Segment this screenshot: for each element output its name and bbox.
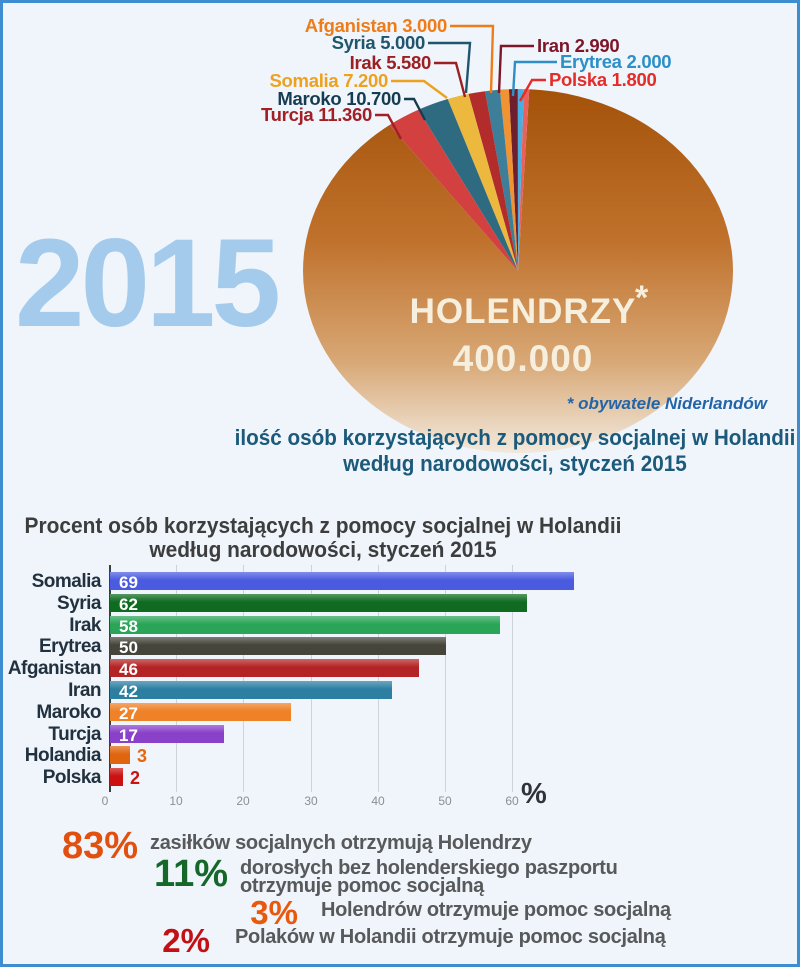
bar-value-erytrea: 50	[119, 638, 138, 658]
stat-text-2pct: Polaków w Holandii otrzymuje pomoc socja…	[235, 926, 666, 948]
stat-text-line: dorosłych bez holenderskiego paszportu	[240, 857, 618, 879]
pie-label-erytrea: Erytrea 2.000	[560, 51, 671, 72]
bar-label-iran: Iran	[68, 680, 101, 701]
bar-label-erytrea: Erytrea	[39, 636, 102, 658]
bar-polska	[110, 768, 123, 787]
bar-label-maroko: Maroko	[36, 701, 101, 723]
pie-caption: ilość osób korzystających z pomocy socja…	[233, 425, 797, 477]
axis-tick-10: 10	[169, 794, 183, 808]
bar-value-afganistan: 46	[119, 660, 138, 680]
axis-tick-0: 0	[101, 794, 109, 808]
stat-text-3pct: Holendrów otrzymuje pomoc socjalną	[321, 899, 671, 921]
bar-gridline-60	[512, 565, 513, 792]
pie-leader-afganistan	[450, 24, 495, 94]
bar-gridline-50	[445, 565, 446, 792]
pie-caption-line2: według narodowości, styczeń 2015	[343, 451, 687, 476]
bar-value-irak: 58	[119, 616, 138, 636]
bar-value-turcja: 17	[119, 725, 138, 745]
axis-tick-50: 50	[438, 794, 452, 808]
stat-text-line: Holendrów otrzymuje pomoc socjalną	[321, 899, 671, 921]
stat-number-2pct: 2%	[162, 922, 210, 959]
pie-footnote: * obywatele Niderlandów	[566, 394, 767, 413]
year-label: 2015	[15, 214, 281, 353]
pie-label-afganistan: Afganistan 3.000	[305, 15, 447, 36]
bar-syria	[110, 593, 527, 612]
pie-label-somalia: Somalia 7.200	[270, 70, 388, 91]
pie-slice-maroko	[418, 99, 518, 271]
bar-value-holandia: 3	[137, 746, 148, 767]
bar-value-maroko: 27	[119, 703, 138, 723]
axis-tick-40: 40	[371, 794, 385, 808]
bar-value-somalia: 69	[119, 573, 138, 592]
pie-leader-somalia	[391, 79, 448, 99]
bar-chart-title-line2: według narodowości, styczeń 2015	[149, 537, 497, 562]
bar-label-somalia: Somalia	[31, 571, 102, 592]
bar-value-syria: 62	[119, 594, 138, 614]
pie-center-value: 400.000	[453, 338, 594, 379]
pie-leader-turcja	[375, 113, 403, 140]
axis-tick-20: 20	[236, 794, 250, 808]
stat-text-line: zasiłków socjalnych otrzymują Holendrzy	[150, 832, 532, 854]
pie-leader-maroko	[404, 97, 427, 121]
bar-maroko	[110, 702, 291, 721]
bar-axis-line	[109, 565, 111, 792]
pie-slice-somalia	[447, 93, 518, 272]
bar-somalia	[110, 572, 574, 590]
pie-slice-afganistan	[499, 89, 518, 271]
stat-number-3pct: 3%	[250, 894, 298, 931]
bar-iran	[110, 681, 392, 699]
pie-leader-irak	[434, 61, 467, 98]
pie-label-syria: Syria 5.000	[332, 32, 425, 53]
axis-tick-60: 60	[505, 794, 519, 808]
pie-label-maroko: Maroko 10.700	[277, 88, 401, 109]
bar-chart-title: Procent osób korzystających z pomocy soc…	[19, 514, 627, 562]
bar-label-afganistan: Afganistan	[7, 658, 102, 680]
bar-afganistan	[110, 659, 419, 678]
pie-leader-polska	[518, 78, 546, 102]
pie-slice-holendrzy	[303, 89, 734, 453]
stat-text-line: otrzymuje pomoc socjalną	[240, 874, 484, 897]
pie-caption-line1: ilość osób korzystających z pomocy socja…	[234, 425, 796, 450]
pie-slice-irak	[468, 91, 518, 271]
stat-number-83pct: 83%	[61, 825, 138, 867]
bar-gridline-30	[311, 565, 312, 792]
bar-label-polska: Polska	[42, 767, 102, 789]
bar-irak	[110, 615, 500, 634]
pie-center-asterisk: *	[635, 279, 649, 317]
bar-label-holandia: Holandia	[24, 745, 102, 767]
pie-label-irak: Irak 5.580	[350, 52, 431, 73]
bar-chart-title-line1: Procent osób korzystających z pomocy soc…	[24, 513, 622, 538]
bar-label-syria: Syria	[57, 592, 101, 614]
stat-number-11pct: 11%	[154, 853, 228, 895]
stat-text-11pct: dorosłych bez holenderskiego paszportu ot…	[240, 857, 618, 897]
bar-value-iran: 42	[119, 682, 138, 701]
stat-text-line: Polaków w Holandii otrzymuje pomoc socja…	[235, 926, 666, 948]
bar-label-irak: Irak	[69, 614, 101, 636]
pie-slice-erytrea	[517, 89, 524, 271]
bar-value-polska: 2	[130, 768, 141, 789]
pie-label-turcja: Turcja 11.360	[261, 104, 372, 125]
pie-slice-iran	[508, 89, 518, 271]
pie-slice-polska	[518, 89, 530, 271]
pie-center-label: HOLENDRZY	[410, 292, 637, 331]
pie-label-iran: Iran 2.990	[537, 35, 619, 56]
pie-label-polska: Polska 1.800	[549, 69, 656, 90]
bar-turcja	[110, 724, 224, 743]
bar-gridline-20	[243, 565, 244, 792]
pie-leader-iran	[497, 44, 534, 94]
axis-tick-30: 30	[304, 794, 318, 808]
pie-leader-erytrea	[511, 60, 557, 97]
bar-erytrea	[110, 637, 446, 656]
stat-text-83pct: zasiłków socjalnych otrzymują Holendrzy	[150, 832, 532, 854]
bar-holandia	[110, 746, 130, 765]
pie-leader-syria	[428, 41, 472, 94]
bar-gridline-40	[378, 565, 379, 792]
pie-slice-syria	[485, 89, 518, 271]
bar-gridline-10	[176, 565, 177, 792]
pie-slice-turcja	[389, 109, 518, 271]
axis-unit-label: %	[521, 778, 547, 810]
bar-label-turcja: Turcja	[48, 723, 101, 745]
